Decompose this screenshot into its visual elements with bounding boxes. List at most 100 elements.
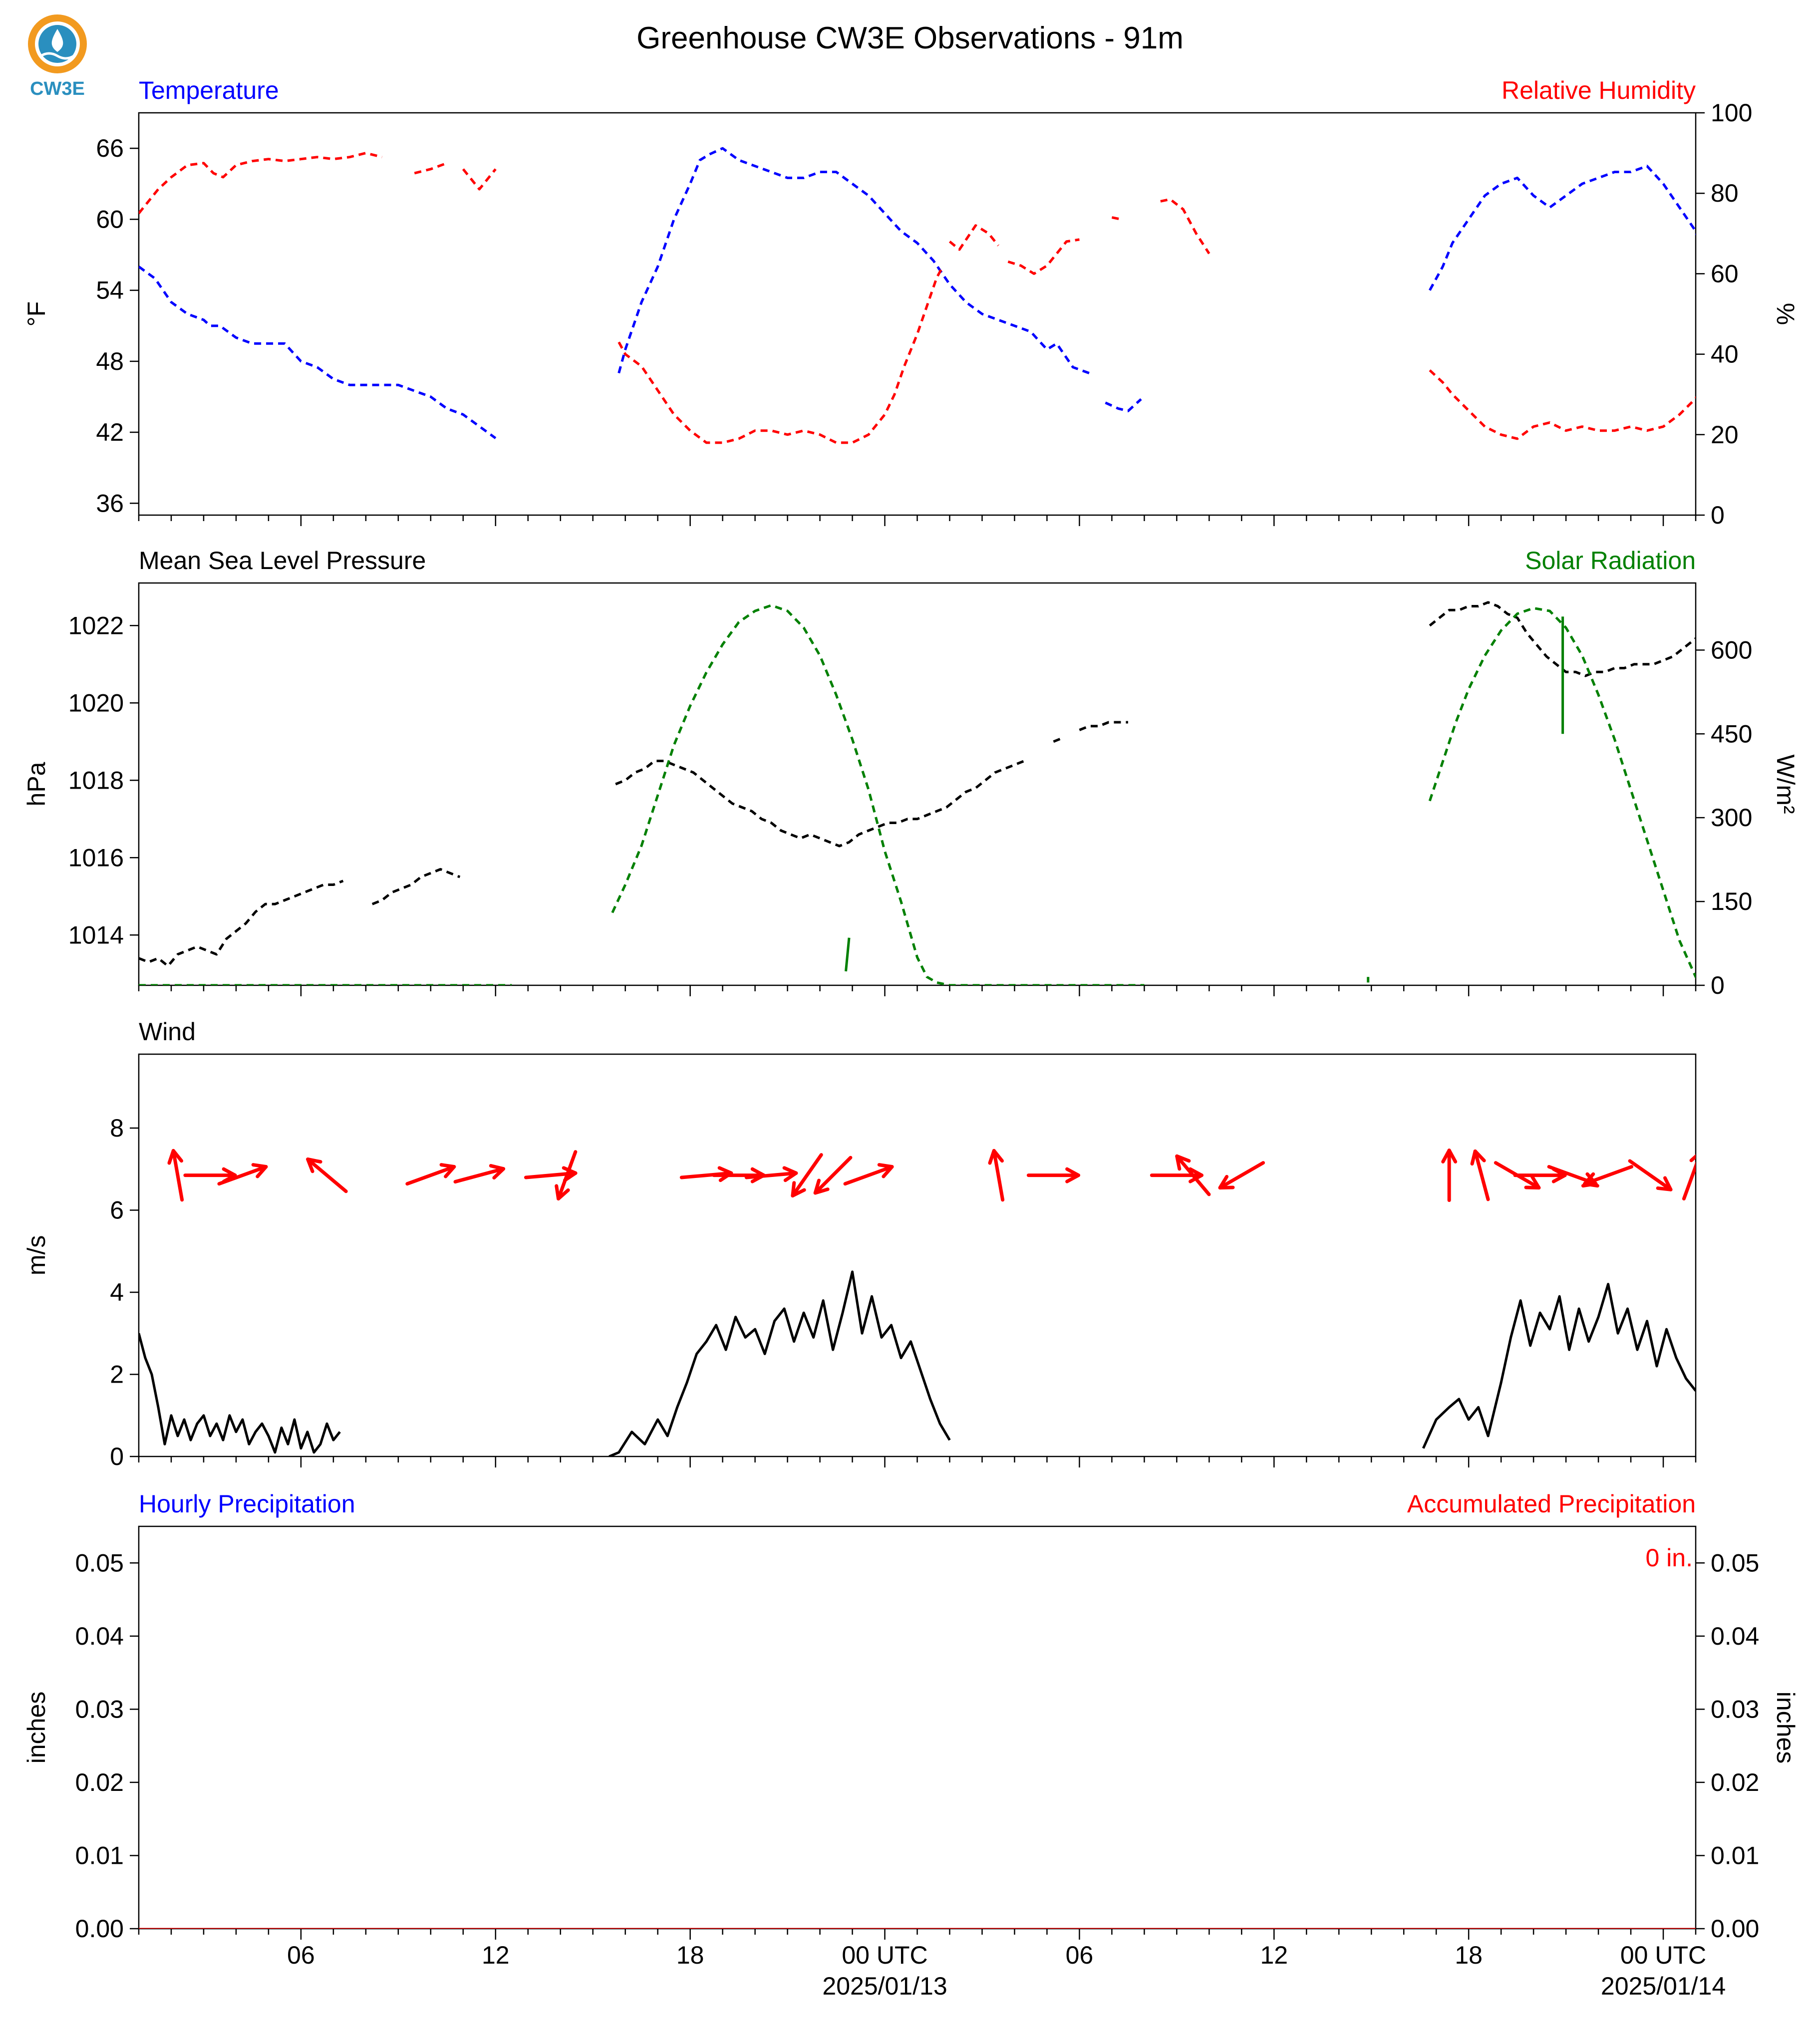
y-axis-label-left: °F xyxy=(22,301,50,327)
y-tick-label-right: 150 xyxy=(1711,887,1752,915)
y-tick-label-left: 48 xyxy=(96,347,124,375)
wind-arrow-head xyxy=(489,1164,506,1180)
wind-arrow-shaft xyxy=(744,1171,798,1179)
y-tick-label-left: 54 xyxy=(96,277,124,304)
y-axis-label-right: inches xyxy=(1772,1692,1800,1764)
y-tick-label-right: 0.00 xyxy=(1711,1915,1759,1943)
series-wind-speed xyxy=(139,1270,1696,1456)
x-tick-label: 00 UTC xyxy=(842,1941,927,1969)
y-tick-label-right: 0 xyxy=(1711,501,1725,529)
x-tick-label: 18 xyxy=(1455,1941,1483,1969)
wind-arrow-head xyxy=(439,1163,456,1178)
wind-arrow-head xyxy=(791,1181,806,1198)
panel-title-right: Relative Humidity xyxy=(1502,76,1696,104)
y-tick-label-left: 0.05 xyxy=(75,1549,124,1577)
wind-arrow-shaft xyxy=(1218,1161,1265,1190)
wind-arrow-shaft xyxy=(453,1167,506,1184)
panels: Temperature Relative Humidity364248546066… xyxy=(22,76,1800,1943)
wind-arrow-shaft xyxy=(217,1165,268,1186)
wind-arrows xyxy=(167,1149,1696,1202)
wind-arrow-head xyxy=(1524,1174,1541,1190)
wind-arrow-head xyxy=(1218,1174,1235,1190)
y-tick-label-right: 0.03 xyxy=(1711,1695,1759,1723)
wind-arrow-shaft xyxy=(791,1153,823,1198)
x-tick-label: 12 xyxy=(482,1941,510,1969)
y-tick-label-left: 1014 xyxy=(68,921,124,949)
wind-arrow-head xyxy=(555,1184,570,1201)
wind-arrow-shaft xyxy=(992,1149,1005,1202)
wind-arrow-shaft xyxy=(171,1149,184,1202)
wind-arrow-shaft xyxy=(1473,1149,1490,1201)
series-temperature xyxy=(139,147,1696,439)
wind-arrow-shaft xyxy=(1628,1159,1673,1191)
y-tick-label-left: 4 xyxy=(110,1278,124,1306)
wind-arrow-head xyxy=(1441,1149,1458,1163)
series-solar-radiation-spike-1 xyxy=(845,937,851,972)
y-tick-label-left: 0.04 xyxy=(75,1622,124,1650)
y-axis-label-left: m/s xyxy=(22,1235,50,1276)
y-tick-label-right: 20 xyxy=(1711,421,1739,449)
wind-arrow-head xyxy=(717,1166,733,1182)
wind-arrow-shaft xyxy=(843,1165,894,1186)
y-tick-label-left: 0 xyxy=(110,1443,124,1470)
y-tick-label-left: 6 xyxy=(110,1196,124,1224)
wind-arrow-shaft xyxy=(813,1156,853,1195)
y-tick-label-right: 60 xyxy=(1711,260,1739,288)
panel-3: Wind 0 2 4 6 8 m/s xyxy=(22,1018,1697,1470)
y-tick-label-right: 0 xyxy=(1711,971,1725,999)
y-tick-label-left: 0.02 xyxy=(75,1768,124,1796)
y-axis-label-right: W/m² xyxy=(1772,754,1800,814)
y-tick-label-left: 1020 xyxy=(68,689,124,717)
y-tick-label-left: 2 xyxy=(110,1361,124,1389)
y-tick-label-left: 0.00 xyxy=(75,1915,124,1943)
y-tick-label-left: 0.01 xyxy=(75,1841,124,1869)
plot-frame xyxy=(138,112,1697,516)
y-tick-label-left: 1022 xyxy=(68,611,124,639)
y-tick-label-right: 0.01 xyxy=(1711,1841,1759,1869)
wind-arrow-head xyxy=(1583,1172,1599,1188)
panel-2: Mean Sea Level Pressure Solar Radiation 10… xyxy=(22,547,1800,999)
y-tick-label-left: 1018 xyxy=(68,766,124,794)
wind-arrow-head xyxy=(1470,1149,1486,1166)
y-tick-label-right: 0.05 xyxy=(1711,1549,1759,1577)
panel-4: Hourly Precipitation Accumulated Precipit… xyxy=(22,1490,1800,1943)
y-tick-label-left: 8 xyxy=(110,1114,124,1142)
wind-arrow-head xyxy=(1189,1167,1204,1183)
wind-arrow-head xyxy=(813,1178,830,1195)
wind-arrow-shaft xyxy=(1175,1154,1211,1196)
panel-title-left: Mean Sea Level Pressure xyxy=(139,547,426,575)
wind-arrow-head xyxy=(1689,1154,1696,1162)
wind-arrow-head xyxy=(167,1149,184,1165)
series-solar-radiation xyxy=(139,604,1696,985)
x-tick-label: 06 xyxy=(1066,1941,1094,1969)
y-tick-label-left: 60 xyxy=(96,205,124,233)
wind-arrow-shaft xyxy=(557,1150,578,1201)
y-tick-label-right: 100 xyxy=(1711,99,1752,127)
y-tick-label-right: 40 xyxy=(1711,340,1739,368)
x-tick-label: 06 xyxy=(287,1941,315,1969)
y-tick-label-left: 42 xyxy=(96,418,124,446)
wind-arrow-shaft xyxy=(306,1157,348,1193)
wind-arrow-shaft xyxy=(1583,1165,1634,1186)
wave-icon xyxy=(40,52,75,60)
series-relative-humidity xyxy=(139,152,1696,444)
y-tick-label-right: 0.04 xyxy=(1711,1622,1759,1650)
wind-arrow-head xyxy=(306,1157,322,1173)
y-tick-label-right: 0.02 xyxy=(1711,1768,1759,1796)
logo-text: CW3E xyxy=(30,78,85,99)
series-mean-sea-level-pressure xyxy=(139,601,1696,967)
y-axis-label-left: inches xyxy=(22,1692,50,1764)
x-date-label: 2025/01/14 xyxy=(1601,1972,1726,2000)
y-tick-label-left: 36 xyxy=(96,489,124,517)
plot-frame xyxy=(138,1053,1697,1457)
cw3e-logo: CW3E xyxy=(28,14,87,99)
wind-arrow-head xyxy=(782,1166,798,1182)
y-tick-label-right: 450 xyxy=(1711,720,1752,748)
wind-arrow-shaft xyxy=(405,1165,456,1186)
wind-arrow-head xyxy=(1065,1167,1080,1183)
y-axis-label-right: % xyxy=(1772,303,1800,325)
wind-arrow-shaft xyxy=(1682,1161,1696,1201)
y-tick-label-right: 300 xyxy=(1711,804,1752,832)
